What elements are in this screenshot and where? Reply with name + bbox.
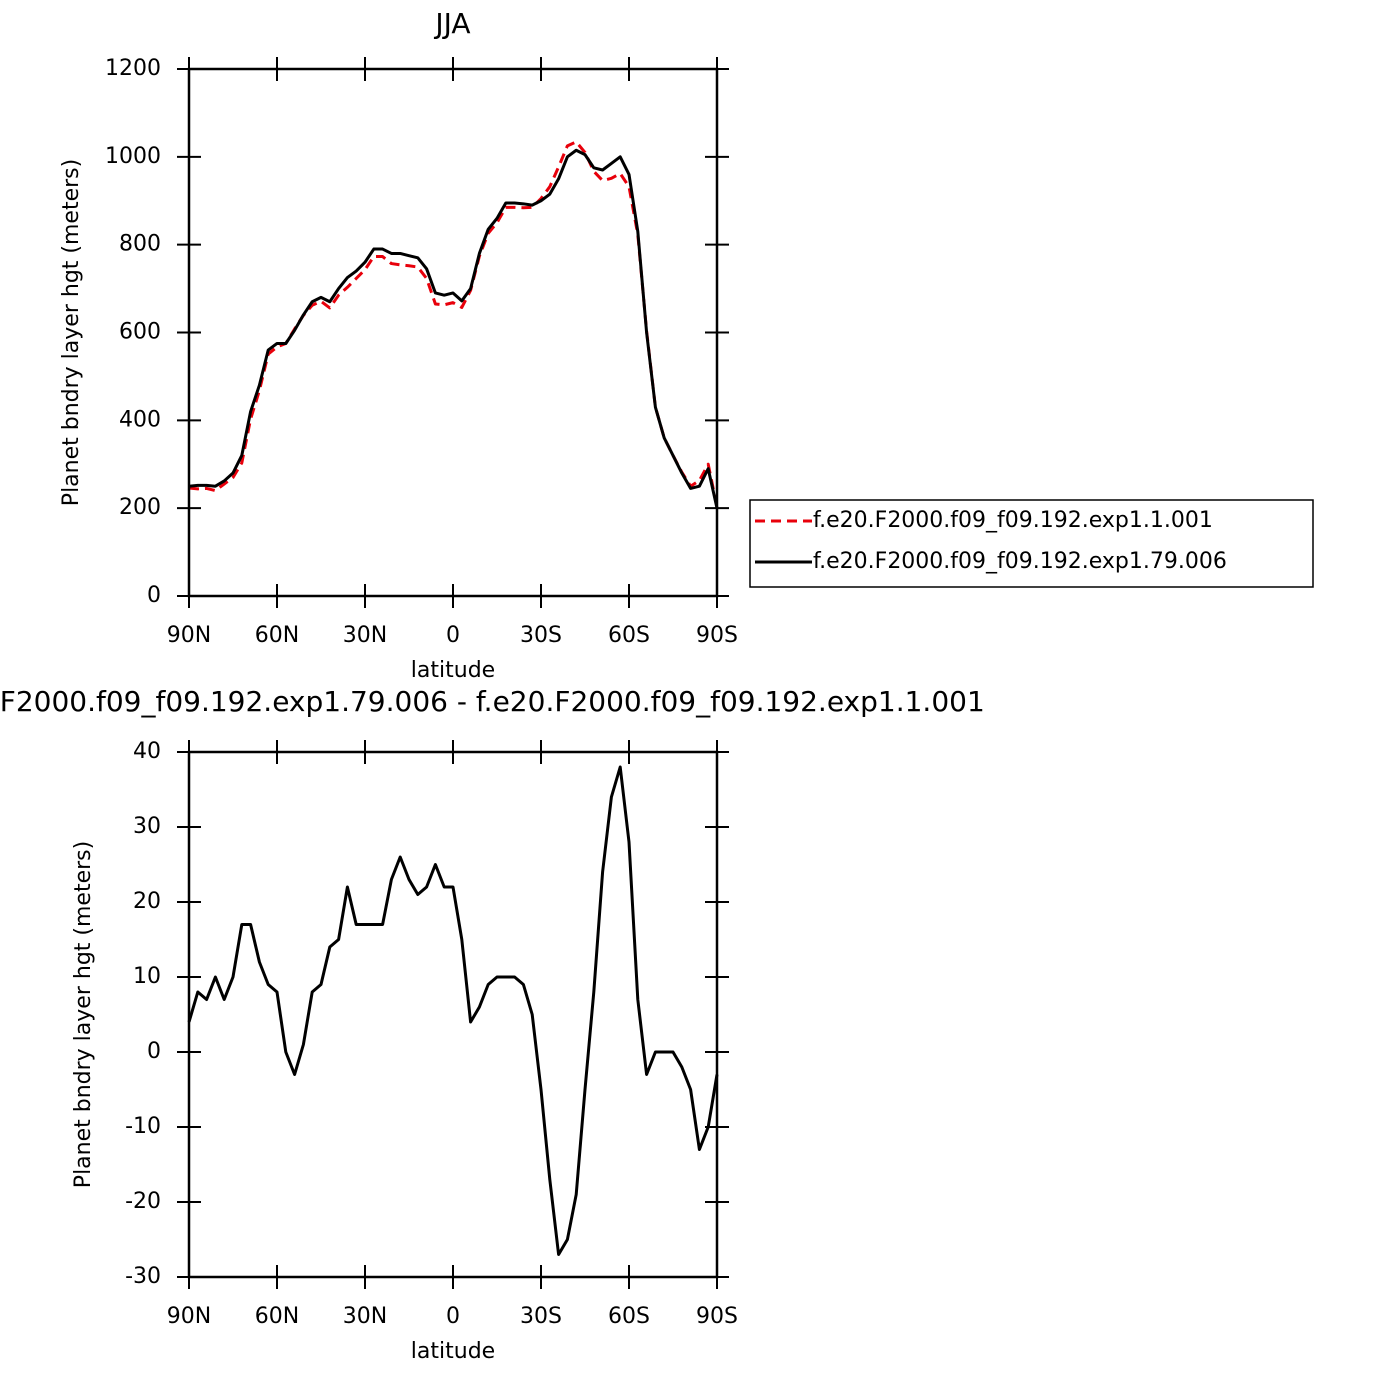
x-tick-label: 90S bbox=[696, 1304, 738, 1329]
x-tick-label: 30S bbox=[520, 1304, 562, 1329]
plot-frame bbox=[187, 67, 719, 598]
x-tick-label: 60N bbox=[255, 1304, 299, 1329]
y-tick-label: 30 bbox=[133, 814, 161, 839]
x-axis-label: latitude bbox=[411, 1339, 495, 1364]
y-tick-label: 600 bbox=[119, 320, 161, 345]
y-tick-label: 40 bbox=[133, 739, 161, 764]
y-tick-label: 0 bbox=[147, 583, 161, 608]
legend-box bbox=[749, 499, 1314, 588]
y-tick-label: 1200 bbox=[105, 56, 161, 81]
y-tick-label: -30 bbox=[125, 1264, 161, 1289]
chart-title: f.e20.F2000.f09_f09.192.exp1.79.006 - f.… bbox=[0, 685, 985, 718]
x-tick-label: 90S bbox=[696, 623, 738, 648]
y-axis-label: Planet bndry layer hgt (meters) bbox=[71, 841, 96, 1188]
x-tick-label: 30S bbox=[520, 623, 562, 648]
data-line bbox=[187, 765, 719, 1256]
y-tick-label: -10 bbox=[125, 1114, 161, 1139]
y-tick-label: 200 bbox=[119, 495, 161, 520]
x-axis-label: latitude bbox=[411, 658, 495, 683]
y-tick-label: 1000 bbox=[105, 144, 161, 169]
x-tick-label: 90N bbox=[167, 623, 211, 648]
data-line bbox=[188, 140, 719, 508]
y-tick-label: 800 bbox=[119, 232, 161, 257]
y-tick-label: 10 bbox=[133, 964, 161, 989]
x-tick-label: 60S bbox=[608, 623, 650, 648]
x-tick-label: 90N bbox=[167, 1304, 211, 1329]
x-tick-label: 0 bbox=[446, 623, 460, 648]
x-tick-label: 60N bbox=[255, 623, 299, 648]
y-tick-label: 0 bbox=[147, 1039, 161, 1064]
y-tick-label: 400 bbox=[119, 407, 161, 432]
legend-label: f.e20.F2000.f09_f09.192.exp1.1.001 bbox=[813, 508, 1213, 533]
y-tick-label: 20 bbox=[133, 889, 161, 914]
plot-frame bbox=[187, 750, 719, 1279]
x-tick-label: 60S bbox=[608, 1304, 650, 1329]
x-tick-label: 30N bbox=[343, 1304, 387, 1329]
legend-label: f.e20.F2000.f09_f09.192.exp1.79.006 bbox=[813, 549, 1227, 574]
x-tick-label: 0 bbox=[446, 1304, 460, 1329]
y-tick-label: -20 bbox=[125, 1189, 161, 1214]
x-tick-label: 30N bbox=[343, 623, 387, 648]
y-axis-label: Planet bndry layer hgt (meters) bbox=[59, 159, 84, 506]
chart-title: JJA bbox=[433, 7, 470, 40]
data-line bbox=[188, 148, 719, 509]
